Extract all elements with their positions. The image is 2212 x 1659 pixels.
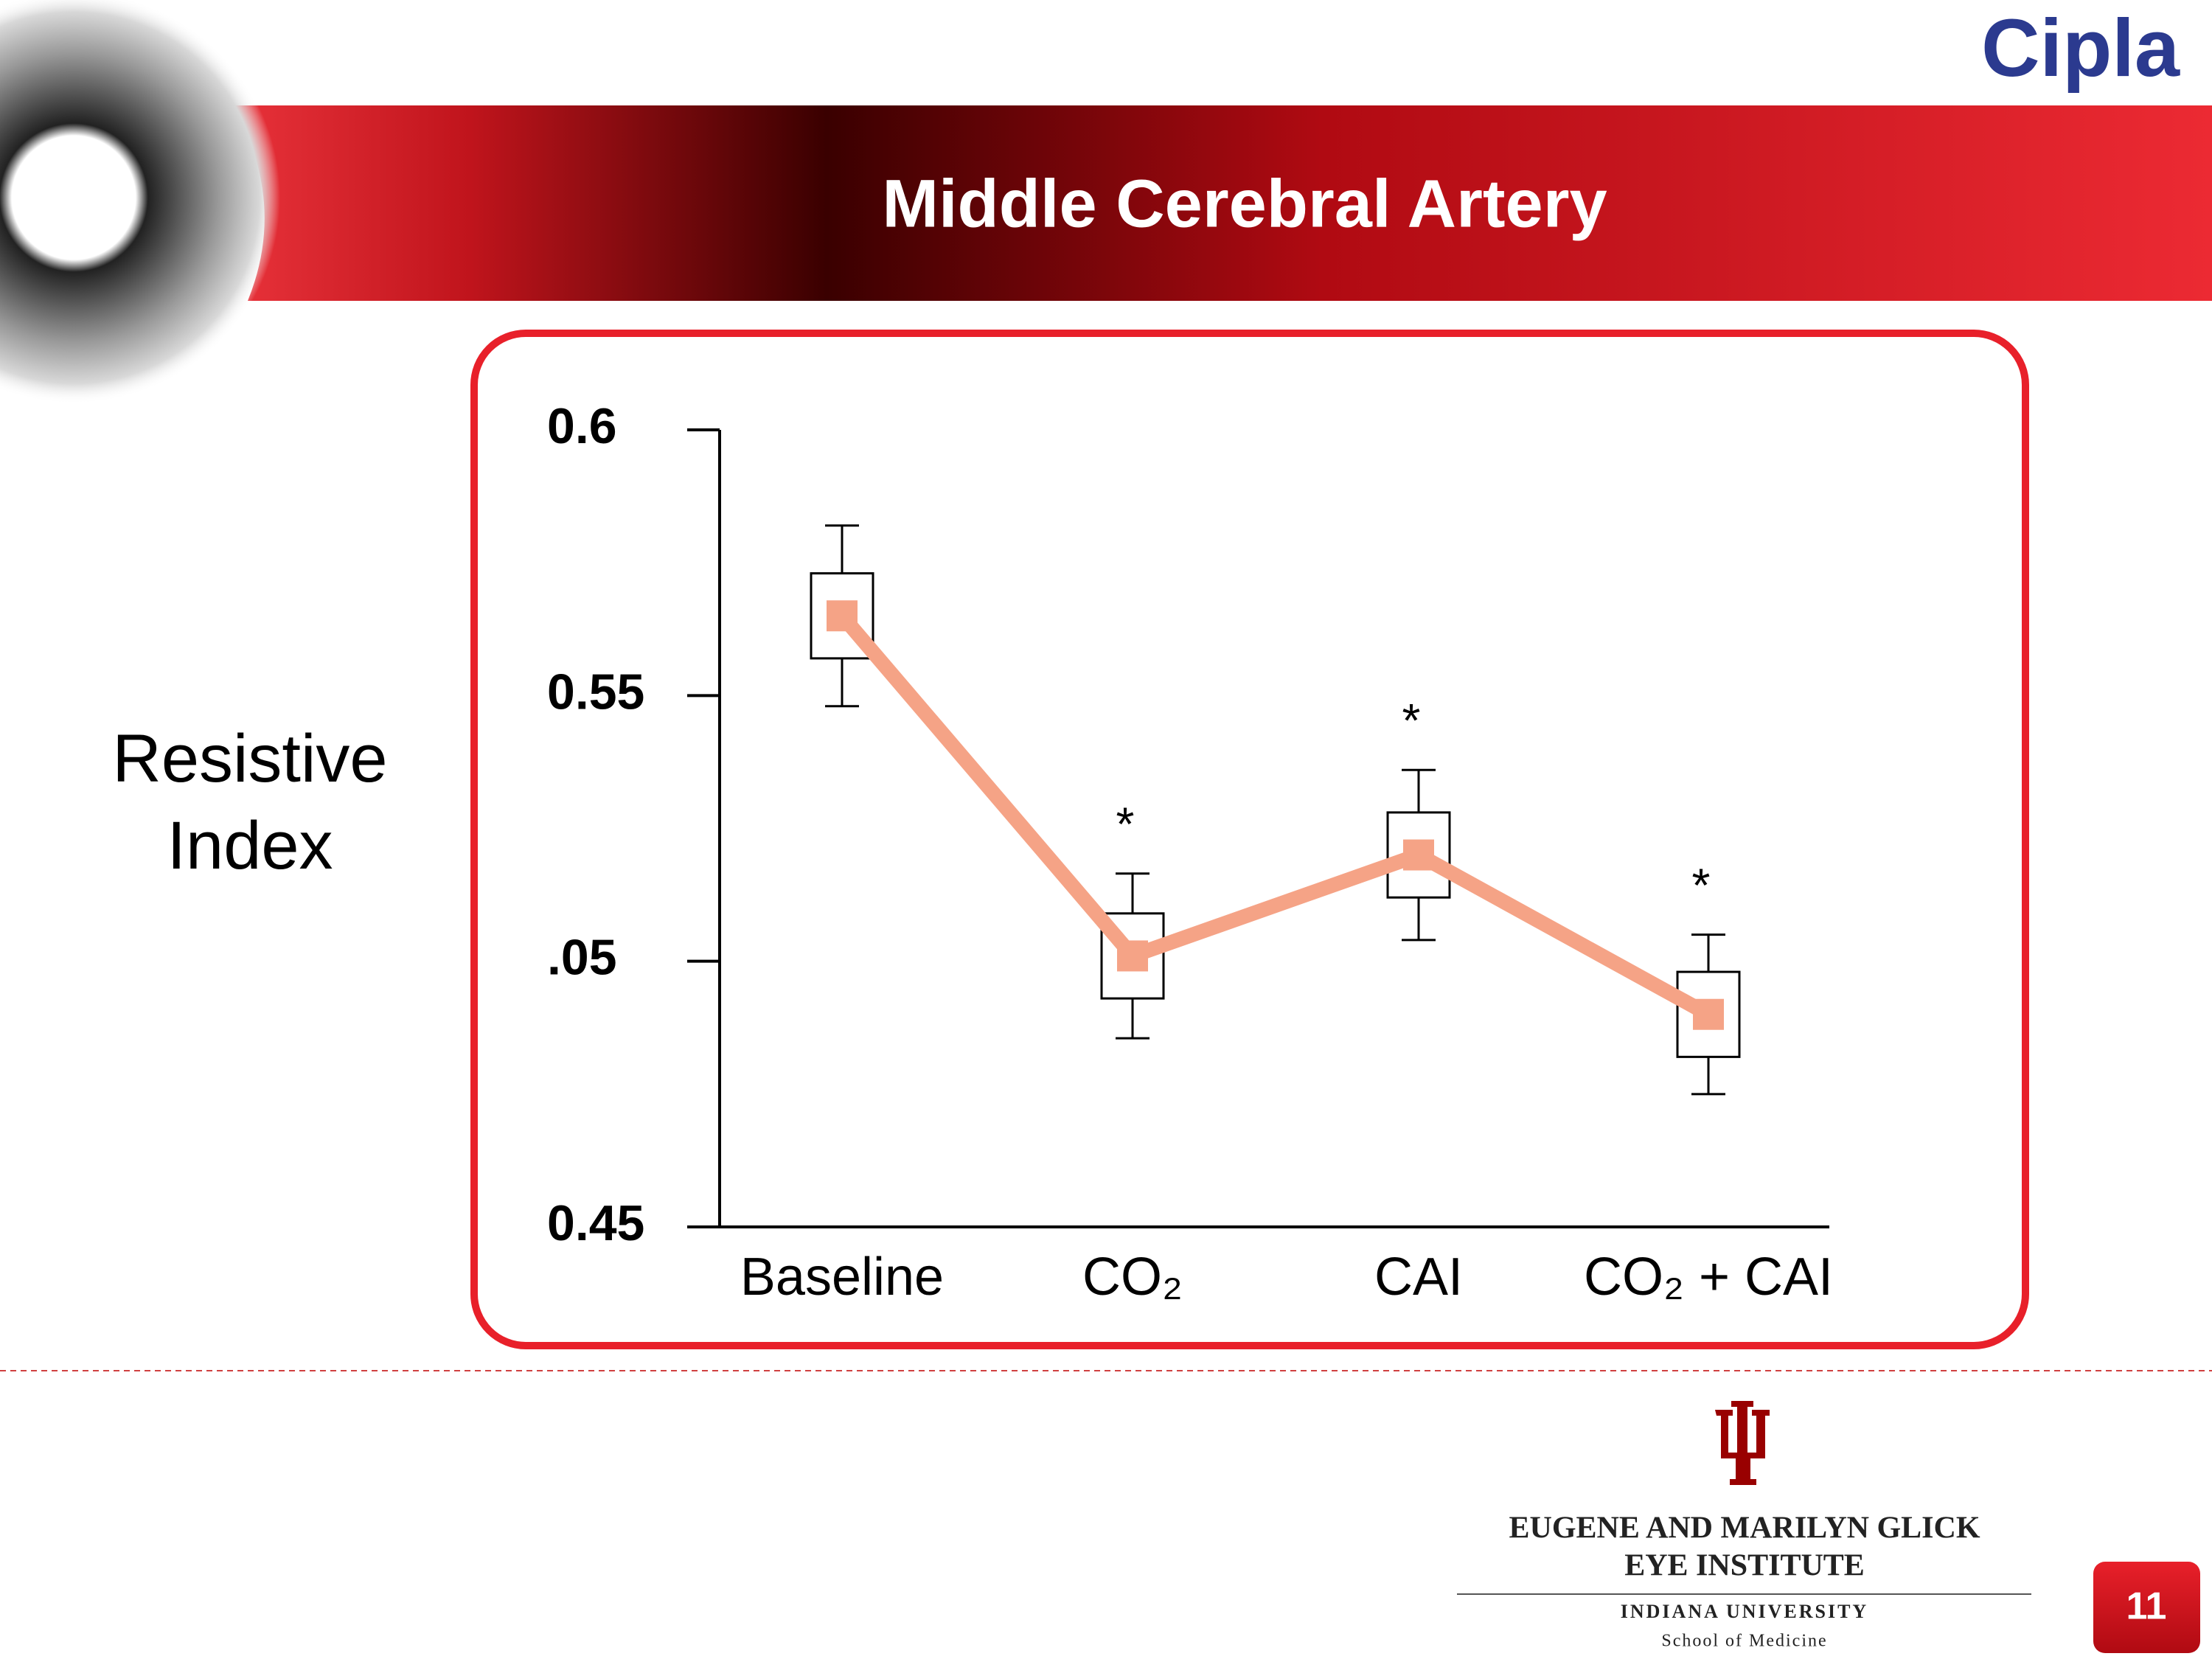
- chart-frame: [470, 330, 2029, 1349]
- slide-title: Middle Cerebral Artery: [882, 166, 1607, 241]
- x-tick-label: Baseline: [740, 1248, 944, 1307]
- x-tick-label: CAI: [1374, 1248, 1463, 1307]
- series-line: [836, 611, 1712, 1021]
- y-tick-label: 0.6: [547, 398, 617, 454]
- marker: [1403, 839, 1434, 871]
- marker: [1117, 940, 1148, 972]
- marker: [1693, 998, 1724, 1030]
- header-band: [233, 105, 2212, 301]
- y-tick-label: 0.45: [547, 1195, 644, 1251]
- marker: [827, 600, 858, 632]
- page-badge: [2093, 1562, 2200, 1653]
- significance-mark: *: [1402, 694, 1421, 747]
- logo: Cipla: [1981, 3, 2180, 94]
- x-tick-label: CO₂ + CAI: [1584, 1248, 1833, 1307]
- x-tick-label: CO₂: [1082, 1248, 1183, 1307]
- y-axis-label: Resistive Index: [112, 721, 388, 883]
- iu-trident: [1715, 1401, 1770, 1485]
- y-tick-label: 0.55: [547, 664, 644, 720]
- significance-mark: *: [1116, 798, 1135, 851]
- institute-name: EUGENE AND MARILYN GLICK: [1509, 1512, 1980, 1545]
- significance-mark: *: [1692, 859, 1711, 912]
- page-number: 11: [2126, 1585, 2167, 1628]
- y-tick-label: .05: [547, 930, 617, 986]
- institute-name: EYE INSTITUTE: [1624, 1549, 1865, 1583]
- university: INDIANA UNIVERSITY: [1621, 1601, 1868, 1622]
- school: School of Medicine: [1661, 1632, 1827, 1651]
- eye-image: [0, 0, 280, 404]
